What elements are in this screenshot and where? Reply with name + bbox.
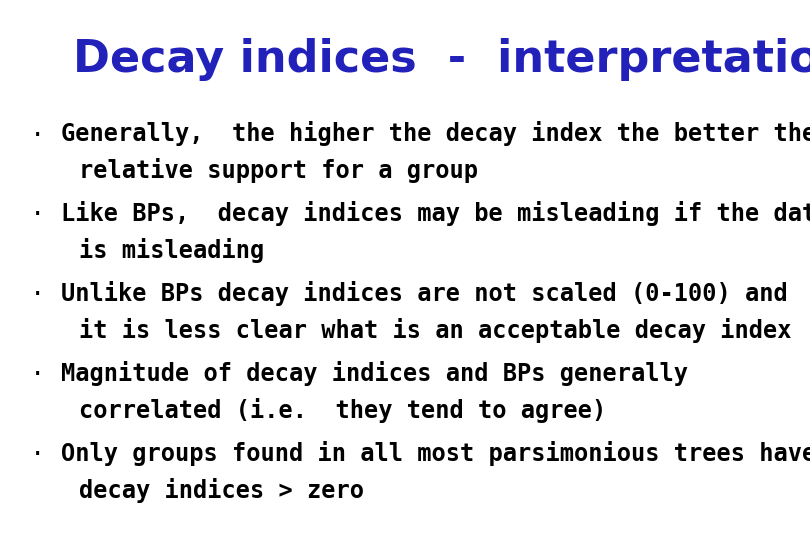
Text: decay indices > zero: decay indices > zero [79,478,364,503]
Text: ·: · [32,441,41,469]
Text: Magnitude of decay indices and BPs generally: Magnitude of decay indices and BPs gener… [61,361,688,386]
Text: Generally,  the higher the decay index the better the: Generally, the higher the decay index th… [61,122,810,146]
Text: relative support for a group: relative support for a group [79,158,479,183]
Text: Unlike BPs decay indices are not scaled (0-100) and: Unlike BPs decay indices are not scaled … [61,281,787,306]
Text: ·: · [32,122,41,150]
Text: ·: · [32,201,41,229]
Text: is misleading: is misleading [79,238,265,263]
Text: ·: · [32,281,41,309]
Text: Only groups found in all most parsimonious trees have: Only groups found in all most parsimonio… [61,441,810,466]
Text: Decay indices  -  interpretation: Decay indices - interpretation [73,38,810,81]
Text: correlated (i.e.  they tend to agree): correlated (i.e. they tend to agree) [79,398,607,423]
Text: it is less clear what is an acceptable decay index: it is less clear what is an acceptable d… [79,318,792,343]
Text: Like BPs,  decay indices may be misleading if the data: Like BPs, decay indices may be misleadin… [61,201,810,226]
Text: ·: · [32,361,41,389]
